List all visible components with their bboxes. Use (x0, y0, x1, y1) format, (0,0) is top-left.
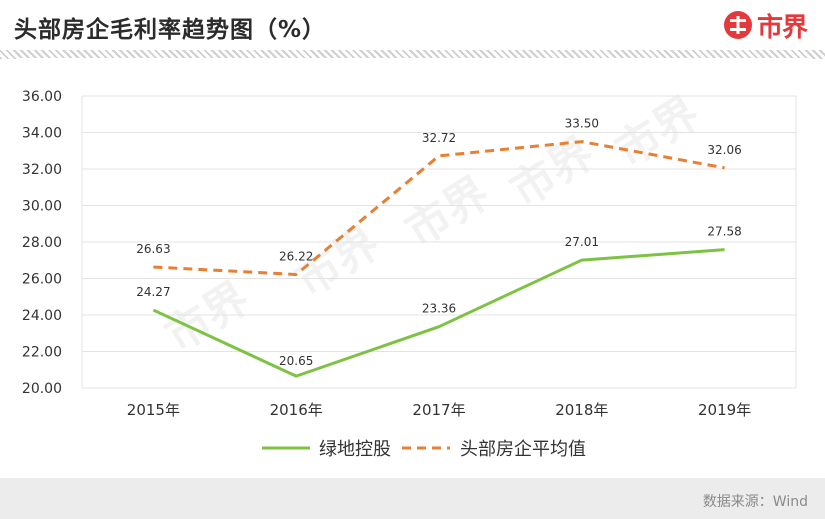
watermark-layer: 市界 市界 市界 市界 市界 (157, 87, 709, 362)
y-tick-label: 22.00 (22, 345, 62, 361)
data-label: 33.50 (565, 117, 599, 131)
y-axis-ticks: 36.00 34.00 32.00 30.00 28.00 26.00 24.00 22.00… (22, 89, 62, 397)
data-label: 26.22 (279, 249, 313, 263)
footer: 数据来源：Wind (0, 478, 825, 519)
data-source: 数据来源：Wind (702, 494, 808, 510)
data-label: 23.36 (422, 302, 456, 316)
legend-label-series-2: 头部房企平均值 (460, 439, 586, 460)
y-tick-label: 32.00 (22, 162, 62, 178)
y-tick-label: 26.00 (22, 272, 62, 288)
data-label: 27.58 (707, 225, 741, 239)
watermark-text: 市界 (502, 127, 604, 217)
header: 头部房企毛利率趋势图（%） 市界 (0, 0, 825, 50)
series-lines (152, 140, 725, 378)
series-line-1 (152, 248, 725, 378)
brand-logo: 市界 (723, 8, 808, 43)
series-line-2 (153, 140, 725, 276)
y-tick-label: 30.00 (22, 199, 62, 215)
data-labels: 24.27 20.65 23.36 27.01 27.58 26.63 26.22 32.72… (136, 117, 742, 369)
data-label: 20.65 (279, 354, 313, 368)
y-tick-label: 24.00 (22, 308, 62, 324)
header-divider (0, 50, 825, 59)
x-tick-label: 2017年 (412, 401, 465, 419)
data-label: 32.06 (707, 143, 741, 157)
x-tick-label: 2015年 (127, 401, 180, 419)
brand-logo-text: 市界 (756, 12, 808, 43)
legend-label-series-1: 绿地控股 (319, 439, 391, 460)
gridlines (81, 95, 797, 389)
chart-panel: 市界 市界 市界 市界 市界 36.00 34.00 32.00 30.00 28.00… (18, 58, 810, 478)
data-label: 27.01 (565, 235, 599, 249)
y-tick-label: 34.00 (22, 126, 62, 142)
line-chart: 市界 市界 市界 市界 市界 36.00 34.00 32.00 30.00 28.00… (22, 87, 797, 460)
x-tick-label: 2019年 (698, 401, 751, 419)
x-tick-label: 2018年 (555, 401, 608, 419)
x-axis-ticks: 2015年 2016年 2017年 2018年 2019年 (127, 401, 751, 419)
y-tick-label: 20.00 (22, 381, 62, 397)
y-tick-label: 36.00 (22, 89, 62, 105)
data-label: 24.27 (136, 285, 170, 299)
watermark-text: 市界 (397, 167, 499, 257)
x-tick-label: 2016年 (270, 401, 323, 419)
data-label: 32.72 (422, 131, 456, 145)
y-tick-label: 28.00 (22, 235, 62, 251)
legend: 绿地控股 头部房企平均值 (262, 439, 586, 460)
brand-logo-icon (723, 11, 752, 39)
data-label: 26.63 (136, 242, 170, 256)
page-title: 头部房企毛利率趋势图（%） (14, 17, 327, 43)
